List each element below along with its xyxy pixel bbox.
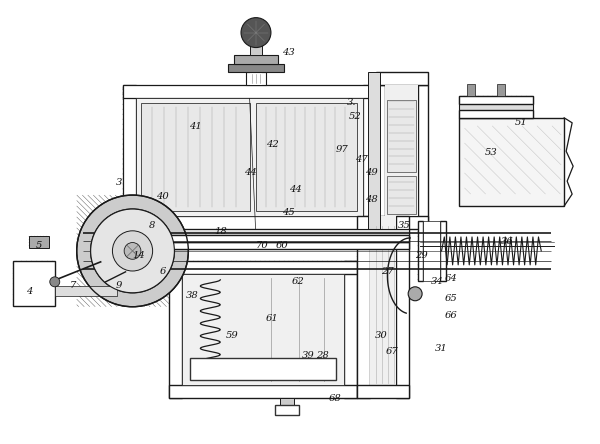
Text: 31: 31 [435, 344, 448, 353]
Text: 38: 38 [186, 291, 199, 300]
Bar [122, 85, 376, 99]
Bar [136, 99, 363, 216]
Text: 66: 66 [445, 311, 458, 320]
Text: 67: 67 [385, 347, 398, 356]
Text: 51: 51 [515, 118, 527, 127]
Bar [376, 72, 428, 85]
Bar [395, 216, 409, 398]
Bar [423, 221, 440, 281]
Bar [122, 85, 136, 229]
Bar [122, 242, 409, 249]
Bar [418, 85, 428, 229]
Bar [122, 216, 376, 229]
Text: 41: 41 [189, 122, 202, 131]
Bar [387, 100, 416, 172]
Text: 47: 47 [355, 155, 368, 164]
Text: 39: 39 [302, 351, 314, 360]
Bar [55, 286, 116, 296]
Circle shape [124, 242, 141, 259]
Bar [246, 72, 266, 85]
Bar [370, 216, 395, 398]
Bar [228, 64, 284, 72]
Text: 60: 60 [275, 242, 289, 250]
Bar [460, 96, 533, 118]
Wedge shape [77, 195, 188, 307]
Bar [376, 216, 428, 229]
Bar [497, 84, 505, 96]
Text: 4: 4 [26, 287, 32, 296]
Bar [357, 385, 409, 398]
Bar [190, 357, 336, 380]
Text: 44: 44 [244, 168, 257, 177]
Bar [280, 398, 295, 405]
Bar [440, 221, 446, 281]
Circle shape [408, 287, 422, 301]
Bar [275, 405, 299, 416]
Bar [256, 103, 357, 211]
Text: 3: 3 [115, 178, 122, 186]
Bar [29, 236, 49, 248]
Text: 97: 97 [335, 145, 348, 154]
Bar [250, 32, 262, 55]
Bar [122, 235, 409, 242]
Text: 14: 14 [132, 251, 145, 260]
Bar [467, 84, 475, 96]
Bar [357, 216, 370, 398]
Text: 36: 36 [501, 238, 514, 246]
Circle shape [241, 18, 271, 48]
Text: 29: 29 [415, 251, 428, 260]
Text: 59: 59 [226, 331, 239, 340]
Bar [234, 55, 278, 64]
Text: 7: 7 [70, 281, 76, 290]
Text: 40: 40 [156, 191, 169, 201]
Bar [169, 385, 357, 398]
Bar [250, 72, 262, 85]
Bar [363, 85, 376, 229]
Text: 43: 43 [281, 48, 295, 57]
Bar [460, 96, 533, 103]
Circle shape [50, 277, 60, 287]
Text: 44: 44 [289, 185, 301, 194]
Circle shape [112, 231, 152, 271]
Text: 34: 34 [431, 278, 444, 286]
Bar [169, 261, 357, 274]
Bar [182, 274, 344, 385]
Text: 6: 6 [159, 267, 166, 276]
Text: 8: 8 [149, 222, 155, 230]
Bar [385, 85, 418, 216]
Bar [418, 221, 423, 281]
Text: 52: 52 [349, 112, 361, 121]
Text: 35: 35 [398, 222, 411, 230]
Text: 48: 48 [365, 194, 378, 203]
Text: 30: 30 [376, 331, 388, 340]
Text: 45: 45 [281, 207, 295, 217]
Text: 68: 68 [329, 394, 341, 403]
Bar [460, 118, 564, 206]
Bar [344, 261, 357, 398]
Circle shape [91, 209, 175, 293]
Text: 53: 53 [485, 148, 498, 157]
Text: 61: 61 [266, 314, 278, 323]
Bar [376, 85, 385, 229]
Bar [13, 261, 55, 306]
Text: 9: 9 [115, 281, 122, 290]
Text: 62: 62 [292, 278, 304, 286]
Bar [122, 229, 409, 249]
Bar [387, 176, 416, 214]
Text: 65: 65 [445, 294, 458, 303]
Text: 28: 28 [316, 351, 328, 360]
Text: 64: 64 [445, 274, 458, 283]
Bar [275, 405, 299, 416]
Bar [140, 103, 250, 211]
Text: 5: 5 [35, 242, 42, 250]
Bar [368, 72, 380, 229]
Text: 3.: 3. [347, 98, 356, 107]
Text: 27: 27 [382, 267, 394, 276]
Text: 70: 70 [256, 242, 268, 250]
Bar [169, 261, 182, 398]
Text: 18: 18 [214, 227, 227, 237]
Bar [460, 110, 533, 118]
Text: 42: 42 [266, 140, 278, 149]
Text: 49: 49 [365, 168, 378, 177]
